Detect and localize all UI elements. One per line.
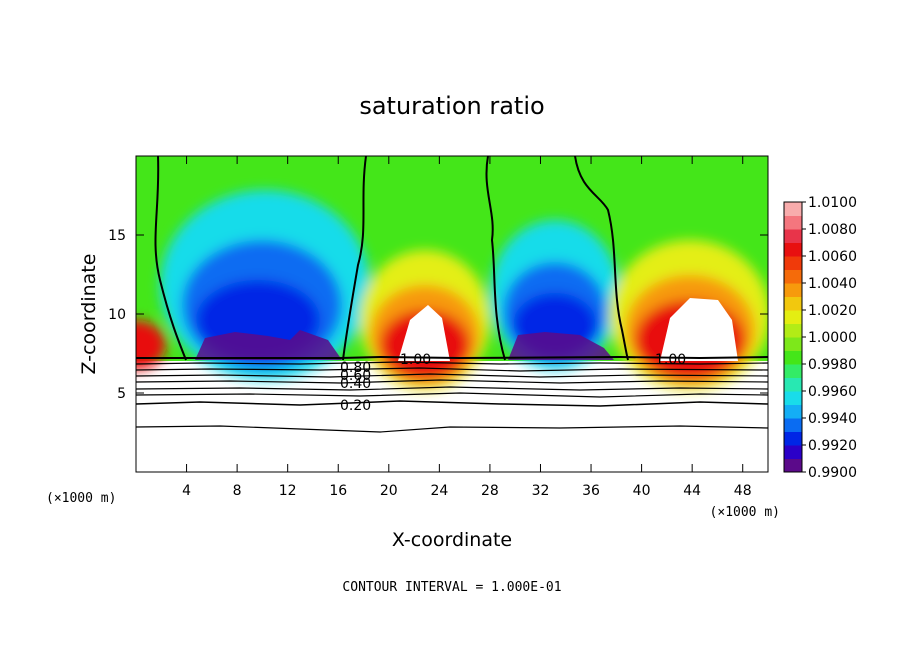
cloud-cap-1 bbox=[195, 330, 342, 360]
colorbar-band-13 bbox=[784, 283, 802, 297]
colorbar-band-0 bbox=[784, 458, 802, 473]
contour-line-1 bbox=[154, 156, 187, 361]
contour-label-5: 0.40 bbox=[340, 376, 371, 392]
x-tick-label-8: 36 bbox=[582, 483, 600, 499]
contour-level-0.4 bbox=[136, 392, 768, 398]
colorbar-band-1 bbox=[784, 445, 802, 459]
colorbar-label-5: 1.0000 bbox=[808, 330, 857, 346]
colorbar-band-19 bbox=[784, 202, 802, 216]
colorbar-label-1: 0.9920 bbox=[808, 438, 857, 454]
x-unit-label: (×1000 m) bbox=[710, 505, 780, 520]
x-tick-label-2: 12 bbox=[279, 483, 297, 499]
colorbar-band-2 bbox=[784, 431, 802, 446]
colorbar-band-15 bbox=[784, 256, 802, 270]
y-tick-label-2: 15 bbox=[108, 228, 126, 244]
x-tick-label-5: 24 bbox=[430, 483, 448, 499]
y-axis-ticks: 5 10 15 bbox=[108, 228, 768, 402]
x-tick-label-11: 48 bbox=[734, 483, 752, 499]
colorbar-band-12 bbox=[784, 296, 802, 311]
colorbar-band-11 bbox=[784, 310, 802, 324]
contour-level-0.9 bbox=[136, 361, 768, 365]
colorbar-band-6 bbox=[784, 377, 802, 392]
contour-cloud-base bbox=[136, 355, 768, 360]
colorbar-band-8 bbox=[784, 350, 802, 365]
colorbar-label-3: 0.9960 bbox=[808, 384, 857, 400]
contour-label-1: 1.00 bbox=[400, 352, 431, 368]
x-tick-label-3: 16 bbox=[329, 483, 347, 499]
unsaturated-gap-1 bbox=[398, 305, 450, 361]
x-axis-ticks: 4 8 12 16 20 24 28 32 36 40 44 48 bbox=[182, 156, 752, 499]
contour-level-0.8 bbox=[136, 367, 768, 372]
colorbar-label-7: 1.0040 bbox=[808, 276, 857, 292]
colorbar-label-4: 0.9980 bbox=[808, 357, 857, 373]
contour-level-0.3 bbox=[136, 400, 768, 407]
y-tick-label-1: 10 bbox=[108, 307, 126, 323]
colorbar-band-7 bbox=[784, 364, 802, 378]
y-unit-label: (×1000 m) bbox=[46, 491, 116, 506]
colorbar-label-2: 0.9940 bbox=[808, 411, 857, 427]
contour-line-3 bbox=[485, 156, 506, 361]
contour-level-0.5 bbox=[136, 386, 768, 391]
colorbar-band-4 bbox=[784, 404, 802, 419]
colorbar-band-3 bbox=[784, 418, 802, 432]
unsaturated-gap-2 bbox=[660, 298, 738, 361]
colorbar-label-10: 1.0100 bbox=[808, 195, 857, 211]
colorbar-band-14 bbox=[784, 269, 802, 284]
contour-label-4: 0.60 bbox=[340, 368, 371, 384]
lower-contours bbox=[136, 355, 768, 433]
contour-label-6: 0.20 bbox=[340, 398, 371, 414]
x-tick-label-1: 8 bbox=[233, 483, 242, 499]
colorbar-label-9: 1.0080 bbox=[808, 222, 857, 238]
contour-line-4 bbox=[574, 156, 629, 361]
x-tick-label-10: 44 bbox=[683, 483, 701, 499]
contour-interval-footer: CONTOUR INTERVAL = 1.000E-01 bbox=[342, 580, 561, 595]
y-tick-label-0: 5 bbox=[117, 386, 126, 402]
colorbar-label-6: 1.0020 bbox=[808, 303, 857, 319]
x-tick-label-0: 4 bbox=[182, 483, 191, 499]
contour-label-2: 1.00 bbox=[655, 352, 686, 368]
colorbar-band-9 bbox=[784, 337, 802, 351]
colorbar-band-10 bbox=[784, 323, 802, 338]
contour-level-0.6 bbox=[136, 379, 768, 384]
x-axis-label: X-coordinate bbox=[392, 529, 512, 551]
contour-line-2 bbox=[342, 156, 367, 361]
x-tick-label-9: 40 bbox=[633, 483, 651, 499]
contour-level-0.7 bbox=[136, 373, 768, 378]
x-tick-label-4: 20 bbox=[380, 483, 398, 499]
cloud-cap-2 bbox=[508, 332, 614, 360]
x-tick-label-6: 28 bbox=[481, 483, 499, 499]
contour-level-0.2 bbox=[136, 425, 768, 433]
plot-area: 1.00 1.00 0.80 0.60 0.40 0.20 bbox=[136, 156, 768, 472]
contour-label-3: 0.80 bbox=[340, 360, 371, 376]
colorbar: 0.9900 0.9920 0.9940 0.9960 0.9980 1.0000 1.00… bbox=[783, 195, 857, 481]
colorbar-band-5 bbox=[784, 391, 802, 405]
colorbar-label-0: 0.9900 bbox=[808, 465, 857, 481]
x-tick-label-7: 32 bbox=[532, 483, 550, 499]
colorbar-band-18 bbox=[784, 215, 802, 230]
colorbar-band-17 bbox=[784, 229, 802, 243]
colorbar-label-8: 1.0060 bbox=[808, 249, 857, 265]
colorbar-band-16 bbox=[784, 242, 802, 257]
chart-title: saturation ratio bbox=[359, 92, 544, 120]
y-axis-label: Z-coordinate bbox=[78, 254, 100, 375]
